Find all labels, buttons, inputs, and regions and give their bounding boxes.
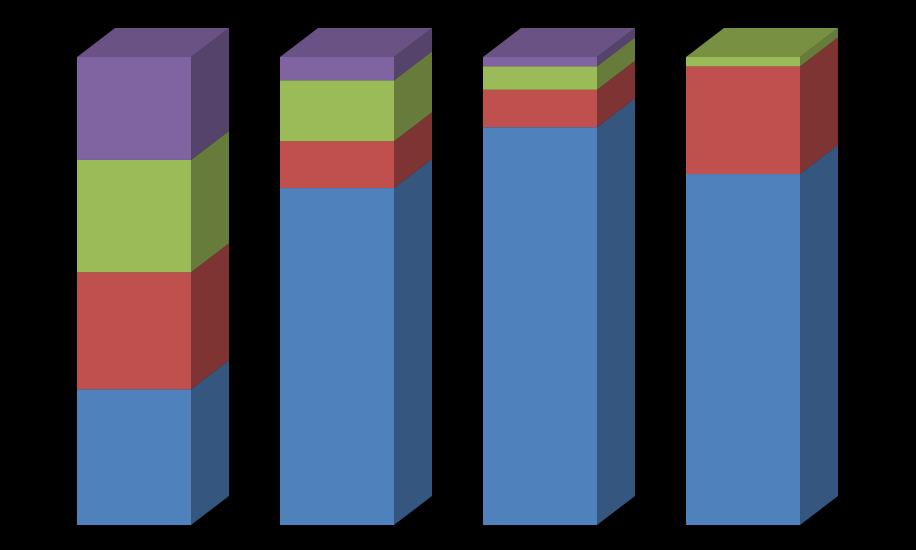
bar-segment-4-series-1	[686, 174, 800, 525]
bar-side-3-series-3	[597, 37, 635, 90]
bar-side-4-series-2	[800, 37, 838, 174]
bar-segment-3-series-1	[483, 127, 597, 525]
bar-side-1-series-4	[191, 28, 229, 160]
bar-stack-4	[686, 28, 838, 525]
bar-stack-3	[483, 28, 635, 525]
bar-side-3-series-1	[597, 98, 635, 525]
bar-segment-4-series-3	[686, 57, 800, 67]
bar-side-2-series-3	[394, 51, 432, 142]
bar-segment-2-series-1	[280, 188, 394, 526]
bar-side-2-series-2	[394, 112, 432, 189]
bar-segment-3-series-2	[483, 89, 597, 128]
bar-side-1-series-2	[191, 243, 229, 390]
bar-side-3-series-2	[597, 60, 635, 128]
bar-top-4	[686, 28, 838, 57]
bar-segment-2-series-2	[280, 141, 394, 189]
bar-segment-1-series-4	[77, 57, 191, 160]
bar-stack-1	[77, 28, 229, 525]
bar-segment-3-series-4	[483, 57, 597, 67]
bar-side-1-series-1	[191, 360, 229, 525]
bar-top-3	[483, 28, 635, 57]
bar-top-2	[280, 28, 432, 57]
bar-segment-4-series-2	[686, 66, 800, 174]
bar-stack-2	[280, 28, 432, 526]
bar-segment-2-series-3	[280, 80, 394, 142]
bar-side-4-series-1	[800, 145, 838, 525]
bar-side-2-series-4	[394, 28, 432, 81]
bar-segment-1-series-2	[77, 272, 191, 390]
bar-side-2-series-1	[394, 159, 432, 526]
bar-side-1-series-3	[191, 130, 229, 273]
bar-segment-2-series-4	[280, 57, 394, 81]
bar-segment-3-series-3	[483, 66, 597, 90]
bar-segment-1-series-3	[77, 159, 191, 273]
bar-side-4-series-3	[800, 28, 838, 67]
bar-segment-1-series-1	[77, 389, 191, 525]
bar-side-3-series-4	[597, 28, 635, 67]
bar-top-1	[77, 28, 229, 57]
